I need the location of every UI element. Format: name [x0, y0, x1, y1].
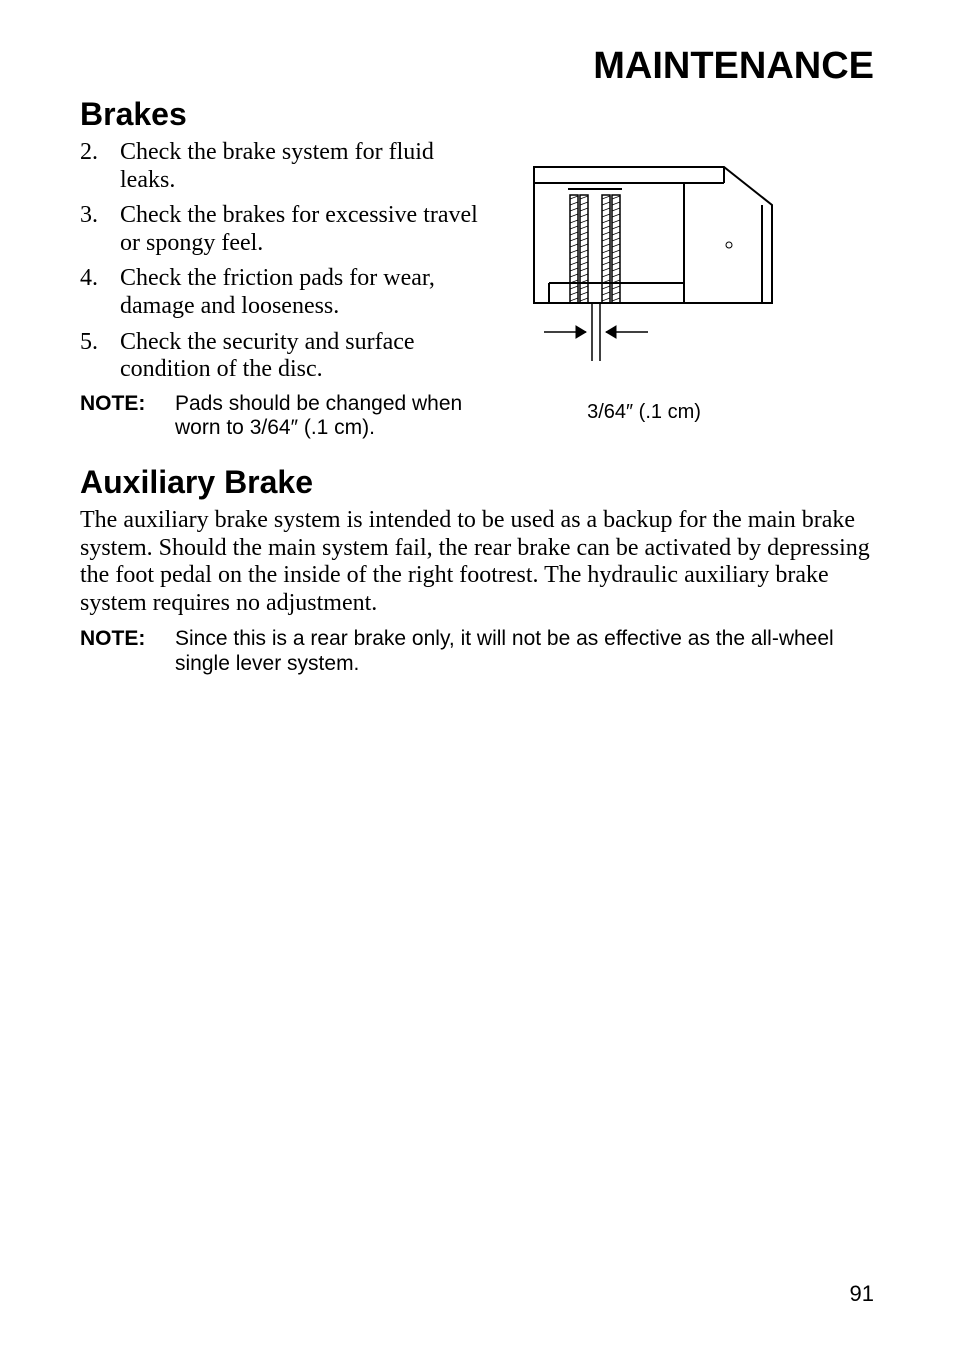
list-item: 3. Check the brakes for excessive travel…: [80, 202, 490, 257]
brakes-list: 2. Check the brake system for fluid leak…: [80, 139, 490, 384]
note-text: Since this is a rear brake only, it will…: [175, 627, 874, 675]
list-text: Check the friction pads for wear, damage…: [120, 265, 490, 320]
page-header: MAINTENANCE: [80, 45, 874, 88]
note-label: NOTE:: [80, 392, 175, 440]
list-item: 5. Check the security and surface condit…: [80, 329, 490, 384]
list-num: 5.: [80, 329, 120, 384]
brakes-text-col: 2. Check the brake system for fluid leak…: [80, 139, 490, 440]
list-num: 3.: [80, 202, 120, 257]
list-text: Check the brake system for fluid leaks.: [120, 139, 490, 194]
list-num: 4.: [80, 265, 120, 320]
aux-paragraph: The auxiliary brake system is intended t…: [80, 507, 874, 617]
figure-col: 3/64″ (.1 cm): [504, 139, 784, 440]
figure-caption: 3/64″ (.1 cm): [504, 401, 784, 424]
list-text: Check the security and surface condition…: [120, 329, 490, 384]
aux-note: NOTE: Since this is a rear brake only, i…: [80, 627, 874, 675]
list-num: 2.: [80, 139, 120, 194]
aux-section: Auxiliary Brake The auxiliary brake syst…: [80, 464, 874, 676]
aux-heading: Auxiliary Brake: [80, 464, 874, 501]
note-label: NOTE:: [80, 627, 175, 675]
list-item: 4. Check the friction pads for wear, dam…: [80, 265, 490, 320]
note-text: Pads should be changed when worn to 3/64…: [175, 392, 490, 440]
list-item: 2. Check the brake system for fluid leak…: [80, 139, 490, 194]
brakes-row: 2. Check the brake system for fluid leak…: [80, 139, 874, 440]
brake-diagram: [514, 145, 774, 390]
brakes-note: NOTE: Pads should be changed when worn t…: [80, 392, 490, 440]
list-text: Check the brakes for excessive travel or…: [120, 202, 490, 257]
brakes-heading: Brakes: [80, 96, 874, 133]
page-number: 91: [850, 1281, 874, 1307]
